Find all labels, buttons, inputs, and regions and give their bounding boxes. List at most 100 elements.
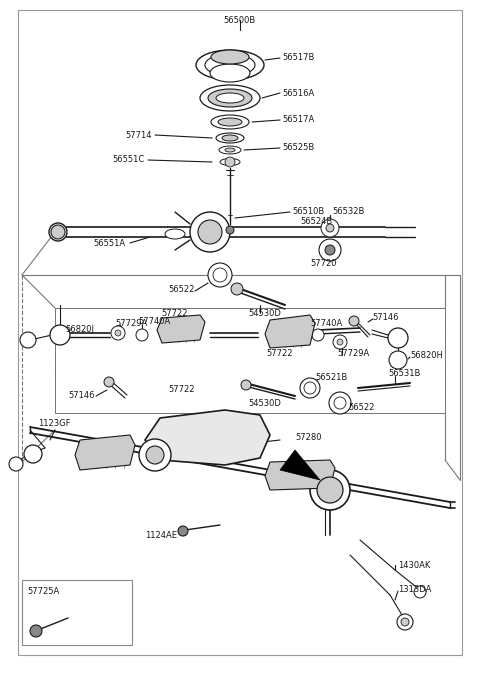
Text: 1124AE: 1124AE: [145, 530, 177, 539]
Ellipse shape: [165, 229, 185, 239]
Polygon shape: [157, 315, 205, 343]
Text: 57714: 57714: [125, 131, 152, 140]
Text: 56820J: 56820J: [65, 326, 94, 334]
Text: 56522: 56522: [348, 404, 374, 412]
Circle shape: [139, 439, 171, 471]
Text: 57740A: 57740A: [138, 317, 170, 326]
Text: 56510B: 56510B: [292, 208, 324, 216]
Ellipse shape: [211, 50, 249, 64]
Text: 57720: 57720: [310, 259, 336, 268]
Ellipse shape: [196, 50, 264, 80]
Text: 56820H: 56820H: [410, 352, 443, 361]
Text: 56522: 56522: [168, 286, 195, 295]
Circle shape: [401, 618, 409, 626]
Text: 56521B: 56521B: [315, 373, 347, 383]
Circle shape: [389, 351, 407, 369]
Circle shape: [329, 392, 351, 414]
Polygon shape: [265, 460, 335, 490]
Circle shape: [178, 526, 188, 536]
Text: 56517A: 56517A: [282, 115, 314, 125]
Text: 1430AK: 1430AK: [398, 561, 431, 570]
Polygon shape: [265, 315, 315, 348]
Ellipse shape: [210, 64, 250, 82]
Circle shape: [30, 625, 42, 637]
Text: 1313DA: 1313DA: [398, 586, 432, 594]
Ellipse shape: [222, 135, 238, 141]
Circle shape: [241, 380, 251, 390]
Ellipse shape: [211, 115, 249, 129]
Circle shape: [414, 586, 426, 598]
Circle shape: [50, 325, 70, 345]
Circle shape: [115, 330, 121, 336]
Circle shape: [349, 316, 359, 326]
Text: 57146: 57146: [69, 392, 95, 400]
Circle shape: [300, 378, 320, 398]
Circle shape: [20, 332, 36, 348]
Circle shape: [136, 329, 148, 341]
Ellipse shape: [216, 93, 244, 103]
Circle shape: [388, 328, 408, 348]
Text: 56500B: 56500B: [224, 16, 256, 25]
Polygon shape: [280, 450, 320, 480]
Text: 57729A: 57729A: [337, 350, 369, 359]
Text: 56517B: 56517B: [282, 53, 314, 63]
Circle shape: [319, 239, 341, 261]
Circle shape: [312, 329, 324, 341]
Text: 56516A: 56516A: [282, 88, 314, 98]
Circle shape: [231, 283, 243, 295]
Text: 57722: 57722: [267, 350, 293, 359]
Polygon shape: [145, 410, 270, 465]
Circle shape: [225, 157, 235, 167]
Circle shape: [190, 212, 230, 252]
Circle shape: [326, 224, 334, 232]
Circle shape: [325, 245, 335, 255]
Ellipse shape: [219, 146, 241, 154]
Circle shape: [317, 477, 343, 503]
Circle shape: [51, 225, 65, 239]
Polygon shape: [75, 435, 135, 470]
Text: 1123GF: 1123GF: [38, 419, 71, 429]
Circle shape: [213, 268, 227, 282]
Circle shape: [333, 335, 347, 349]
Ellipse shape: [216, 133, 244, 143]
Ellipse shape: [49, 223, 67, 241]
Circle shape: [397, 614, 413, 630]
Bar: [22, 580, 132, 645]
Bar: [55, 308, 445, 413]
Circle shape: [104, 377, 114, 387]
Text: 56531B: 56531B: [388, 369, 420, 379]
Circle shape: [198, 220, 222, 244]
Bar: [55, 308, 445, 413]
Circle shape: [146, 446, 164, 464]
Text: 56532B: 56532B: [332, 208, 364, 216]
Circle shape: [337, 339, 343, 345]
Text: 57146: 57146: [372, 313, 398, 322]
Text: 57280: 57280: [295, 433, 322, 441]
Circle shape: [310, 470, 350, 510]
Circle shape: [304, 382, 316, 394]
Ellipse shape: [208, 89, 252, 107]
Text: 57740A: 57740A: [310, 319, 342, 328]
Circle shape: [208, 263, 232, 287]
Text: 57722: 57722: [168, 386, 194, 394]
Text: 56551A: 56551A: [93, 239, 125, 249]
Ellipse shape: [225, 148, 235, 152]
Circle shape: [9, 457, 23, 471]
Text: 56551C: 56551C: [113, 156, 145, 164]
Circle shape: [321, 219, 339, 237]
Text: 56525B: 56525B: [282, 144, 314, 152]
Ellipse shape: [218, 118, 242, 126]
Text: 54530D: 54530D: [248, 309, 281, 319]
Circle shape: [226, 226, 234, 234]
Circle shape: [111, 326, 125, 340]
Text: 57729A: 57729A: [115, 319, 147, 328]
Text: 56524B: 56524B: [300, 218, 332, 226]
Text: 57722: 57722: [162, 309, 188, 317]
Ellipse shape: [220, 158, 240, 166]
Text: 57725A: 57725A: [27, 588, 59, 596]
Text: 54530D: 54530D: [248, 400, 281, 408]
Circle shape: [24, 445, 42, 463]
Circle shape: [334, 397, 346, 409]
Ellipse shape: [205, 54, 255, 76]
Ellipse shape: [200, 85, 260, 111]
